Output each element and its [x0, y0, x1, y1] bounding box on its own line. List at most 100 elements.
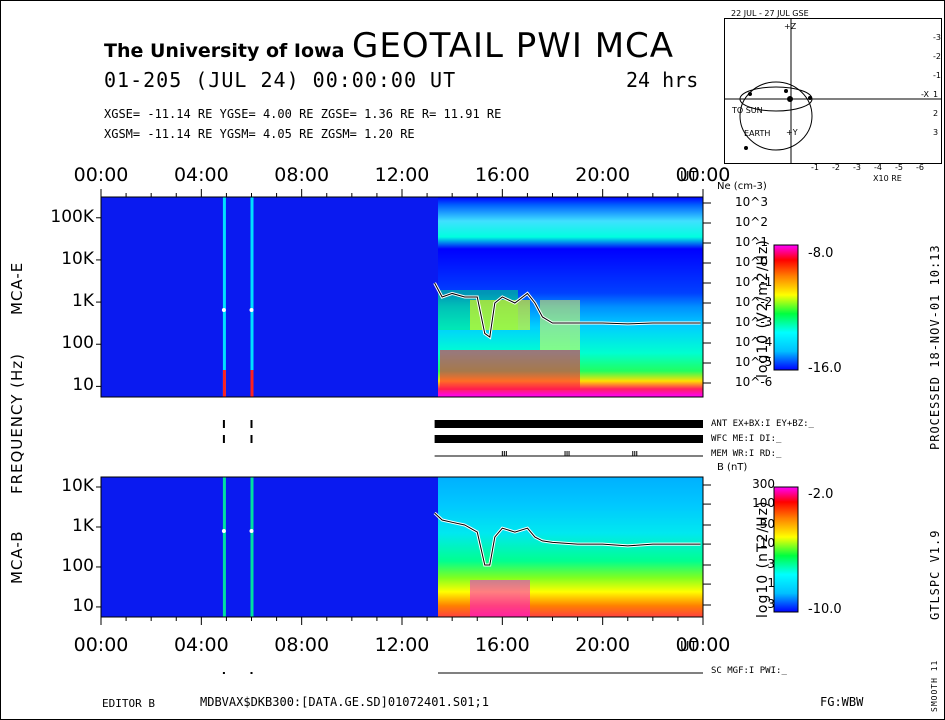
orbit-x-tick: -2	[832, 163, 840, 172]
mca-b-label: MCA-B	[8, 530, 26, 584]
status-spike-ant	[222, 420, 225, 428]
orbit-x-tick: -5	[895, 163, 903, 172]
duration-label: 24 hrs	[626, 68, 699, 92]
mca-b-cbar-label: log10 (nT2/Hz)	[755, 500, 771, 618]
time-tick-top: 16:00	[474, 164, 530, 186]
ne-tick: 10^-6	[735, 375, 773, 389]
mca-e-spike-marker	[221, 308, 226, 312]
status-row-mem: MEM WR:I RD:_	[711, 449, 782, 459]
orbit-x-tick: -6	[916, 163, 924, 172]
time-tick-top: 00:00	[675, 164, 731, 186]
status-row-ant: ANT EX+BX:I EY+BZ:_	[711, 419, 814, 429]
ne-trace-line	[434, 282, 701, 338]
mca-b-spike-marker	[249, 529, 254, 533]
orbit-earth-label: EARTH	[744, 129, 771, 138]
mca-e-cbar-label: log10 (V2/m2/Hz)	[755, 239, 771, 378]
status-row-sc: SC MGF:I PWI:_	[711, 666, 787, 676]
footer-file: MDBVAX$DKB300:[DATA.GE.SD]01072401.S01;1	[200, 695, 489, 709]
ne-tick: 10^-5	[735, 355, 773, 369]
time-tick-bottom: 20:00	[575, 634, 631, 656]
footer-editor: EDITOR B	[102, 697, 155, 710]
status-spike-wfc	[250, 435, 253, 443]
mca-b-freq-tick: 1K	[72, 515, 94, 536]
footer-fg: FG:WBW	[820, 695, 864, 709]
time-tick-top: 20:00	[575, 164, 631, 186]
mca-b-cbar-min: -10.0	[808, 602, 842, 617]
orbit-x-tick: -1	[811, 163, 819, 172]
orbit-plot	[724, 18, 942, 164]
ne-tick: 10^-3	[735, 315, 773, 329]
time-tick-top: 08:00	[274, 164, 330, 186]
date-line: 01-205 (JUL 24) 00:00:00 UT	[104, 68, 457, 92]
orbit-title: 22 JUL - 27 JUL GSE	[731, 9, 809, 18]
ne-tick: 10^2	[735, 215, 768, 229]
orbit-axis-x: -X	[921, 90, 929, 99]
ut-label-top: UT	[680, 170, 698, 185]
status-spike-sc	[250, 672, 253, 674]
time-tick-top: 00:00	[73, 164, 129, 186]
orbit-y-tick: 1	[933, 90, 939, 99]
b-tick: 30	[759, 517, 775, 531]
ne-tick: 10^-1	[735, 275, 773, 289]
mca-e-spike-base	[222, 370, 226, 397]
university-name: The University of Iowa	[104, 40, 345, 62]
ne-tick: 10^0	[735, 255, 768, 269]
coords-gsm: XGSM= -11.14 RE YGSM= 4.05 RE ZGSM= 1.20…	[104, 127, 415, 141]
mca-b-cbar-max: -2.0	[808, 487, 834, 502]
status-row-wfc: WFC ME:I DI:_	[711, 434, 782, 444]
orbit-axis-z: +Z	[784, 22, 797, 31]
mca-e-label: MCA-E	[8, 261, 26, 315]
ne-axis-title: Ne (cm-3)	[717, 181, 767, 192]
mca-b-spike	[250, 477, 254, 617]
frequency-axis-label: FREQUENCY (Hz)	[8, 352, 26, 494]
orbit-to-sun: TO SUN	[732, 106, 763, 115]
time-tick-bottom: 00:00	[73, 634, 129, 656]
ne-tick: 10^1	[735, 235, 768, 249]
orbit-x-tick: -4	[874, 163, 882, 172]
orbit-y-tick: -3	[933, 33, 941, 42]
b-trace-line	[434, 512, 701, 566]
time-tick-bottom: 12:00	[374, 634, 430, 656]
mca-e-colorbar	[773, 244, 799, 371]
orbit-y-tick: 2	[933, 109, 939, 118]
processed-stamp: PROCESSED 18-NOV-01 10:13	[928, 244, 942, 450]
orbit-y-tick: -1	[933, 71, 941, 80]
mca-b-freq-tick: 10K	[61, 476, 94, 496]
status-bar-ant	[434, 420, 703, 428]
ne-tick: 10^3	[735, 195, 768, 209]
mca-e-spike-marker	[249, 308, 254, 312]
status-spike-sc	[222, 672, 225, 674]
time-tick-bottom: 04:00	[173, 634, 229, 656]
orbit-y-tick: 3	[933, 128, 939, 137]
time-tick-bottom: 16:00	[474, 634, 530, 656]
mca-e-freq-tick: 10K	[61, 248, 94, 269]
mca-b-freq-tick: 10	[72, 595, 94, 616]
mca-e-freq-tick: 100K	[50, 206, 94, 227]
orbit-axis-y: +Y	[786, 128, 798, 137]
mca-e-freq-tick: 1K	[72, 291, 94, 312]
b-tick: .3	[763, 597, 775, 611]
mca-b-colorbar	[773, 486, 799, 613]
status-bar-wfc	[434, 435, 703, 443]
time-tick-bottom: 00:00	[675, 634, 731, 656]
page-title: GEOTAIL PWI MCA	[352, 26, 675, 66]
time-tick-top: 12:00	[374, 164, 430, 186]
mca-e-spike-base	[250, 370, 254, 397]
mca-e-cbar-max: -8.0	[808, 246, 834, 261]
smooth-stamp: SMOOTH 11	[930, 659, 939, 712]
mca-e-spike	[222, 197, 226, 397]
b-tick: 1	[767, 576, 775, 591]
mca-e-freq-tick: 100	[61, 333, 94, 354]
coords-gse: XGSE= -11.14 RE YGSE= 4.00 RE ZGSE= 1.36…	[104, 107, 502, 121]
mca-b-spike-marker	[221, 529, 226, 533]
ne-tick: 10^-4	[735, 335, 773, 349]
earth-marker	[787, 96, 793, 102]
mca-b-freq-tick: 100	[61, 555, 94, 576]
b-axis-title: B (nT)	[717, 462, 748, 473]
orbit-x-tick: -3	[853, 163, 861, 172]
version-stamp: GTLSPC V1.9	[928, 529, 942, 620]
mca-e-freq-tick: 10	[72, 375, 94, 396]
status-spike-wfc	[222, 435, 225, 443]
ne-tick: 10^-2	[735, 295, 773, 309]
